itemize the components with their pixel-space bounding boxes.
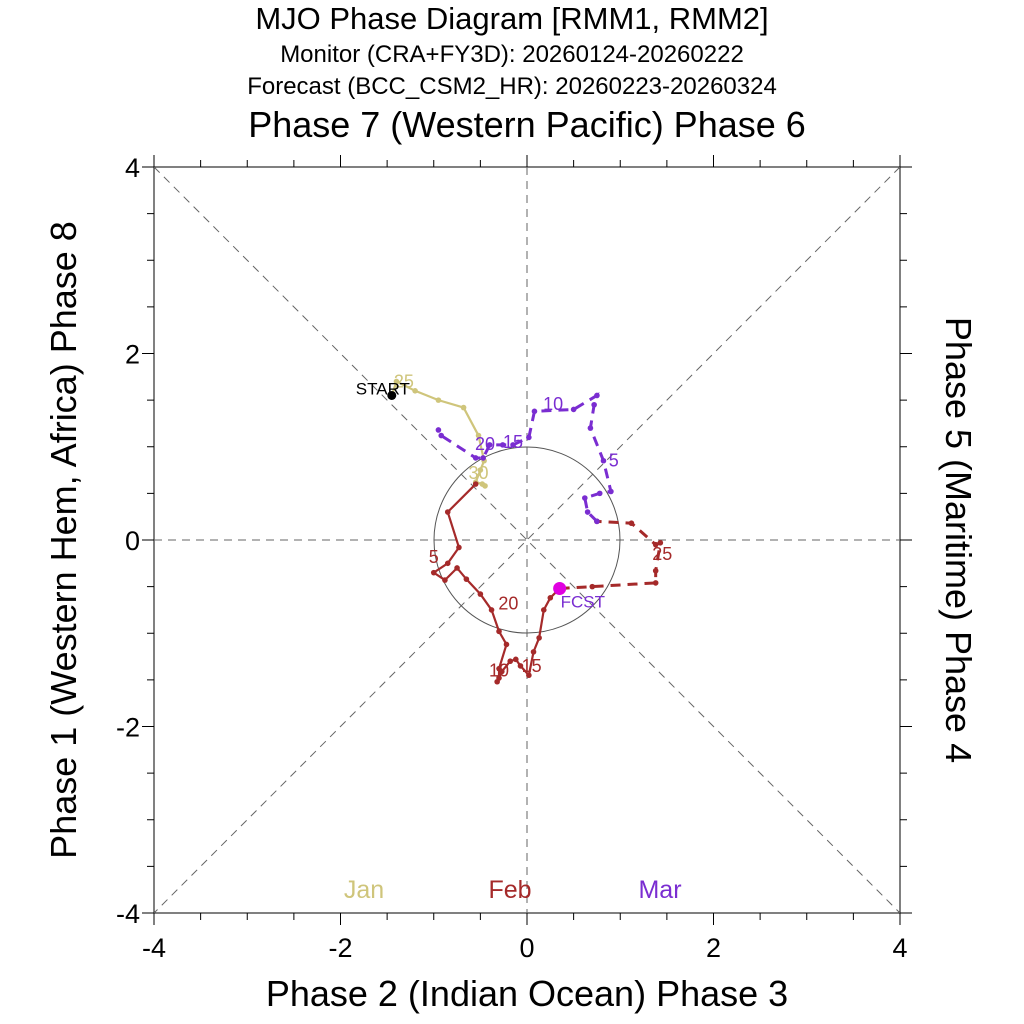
data-point [503,641,510,648]
data-point [536,635,542,641]
series-line-mar [437,392,613,523]
x-tick-label: 2 [706,933,721,963]
date-label: 5 [609,451,619,471]
date-label: 30 [468,463,488,483]
data-point [594,392,600,399]
unit-circle [433,446,621,634]
data-point [456,544,462,551]
data-point [594,518,600,525]
date-label: 25 [394,371,414,391]
data-point [570,406,577,413]
data-point [460,404,467,411]
x-tick-label: -2 [328,933,352,963]
data-point [477,467,484,473]
data-point [499,668,505,675]
y-tick-label: 0 [125,526,140,556]
data-point [480,455,486,461]
data-point [435,397,442,403]
data-point [530,649,537,655]
data-point [531,408,538,415]
chart-title: MJO Phase Diagram [RMM1, RMM2] [255,1,768,36]
data-point [628,520,635,527]
y-tick-label: 2 [125,340,140,370]
data-point [526,672,532,679]
data-point [435,427,442,433]
date-label: 25 [652,544,672,564]
y-tick-label: -2 [116,713,140,743]
data-point [494,678,500,685]
date-label: 20 [475,434,495,454]
data-point [517,663,524,669]
diagonal-guide [153,166,901,914]
data-point [463,576,470,582]
data-point [652,567,659,574]
date-label: 15 [503,432,523,452]
data-point [596,490,603,497]
data-point [472,455,479,461]
legend-feb: Feb [488,876,531,904]
y-tick-label: 4 [125,153,140,183]
date-label: 10 [489,661,509,681]
data-point [438,432,445,439]
bottom-phase-label: Phase 2 (Indian Ocean) Phase 3 [266,973,788,1014]
data-point [587,425,594,431]
top-phase-label: Phase 7 (Western Pacific) Phase 6 [248,104,806,145]
data-point [444,560,451,567]
start-label: START [356,379,410,398]
data-point [526,434,532,441]
date-label: 10 [543,394,563,414]
forecast-label: FCST [561,592,605,611]
data-point [488,607,495,613]
date-label: 20 [498,593,518,613]
series-line-feb-forecast [559,519,663,590]
legend-mar: Mar [638,876,681,904]
x-tick-label: -4 [142,933,166,963]
data-point [482,483,488,489]
data-point [589,583,596,590]
data-point [499,442,506,448]
data-point [393,378,400,385]
date-label: 5 [429,547,439,567]
data-point [454,565,460,571]
data-point [513,656,519,663]
data-point [582,495,588,501]
data-point [430,569,437,576]
y-tick-label: -4 [116,899,140,929]
forecast-marker [553,581,567,595]
data-point [657,539,664,546]
data-point [540,607,547,613]
data-point [608,488,614,495]
guide-lines [153,166,901,914]
monitor-subtitle: Monitor (CRA+FY3D): 20260124-20260222 [280,41,744,68]
data-point [412,388,418,394]
data-point [477,591,484,597]
data-point [510,442,516,448]
data-point [472,481,479,487]
forecast-subtitle: Forecast (BCC_CSM2_HR): 20260223-2026032… [247,73,777,100]
x-tick-label: 0 [519,933,534,963]
data-point [600,457,607,464]
legend-jan: Jan [344,876,384,904]
series-layer: 25 30 5 10 15 20 25 5 10 15 20 [388,371,672,685]
data-point [475,432,482,439]
diagonal-guide [153,166,901,914]
data-point [652,541,659,548]
data-point [442,577,448,583]
series-line-feb [431,483,561,683]
left-phase-label: Phase 1 (Western Hem, Africa) Phase 8 [43,221,84,859]
data-point [591,401,597,408]
right-phase-label: Phase 5 (Maritime) Phase 4 [938,317,979,763]
data-point [507,658,514,665]
data-point [652,580,659,586]
data-point [547,595,554,601]
data-point [486,442,493,448]
start-marker [387,390,397,400]
date-label: 15 [522,656,542,676]
data-point [584,509,591,515]
data-point [496,628,502,635]
axis-ticks [142,155,912,925]
data-point [444,509,451,515]
x-tick-label: 4 [892,933,907,963]
